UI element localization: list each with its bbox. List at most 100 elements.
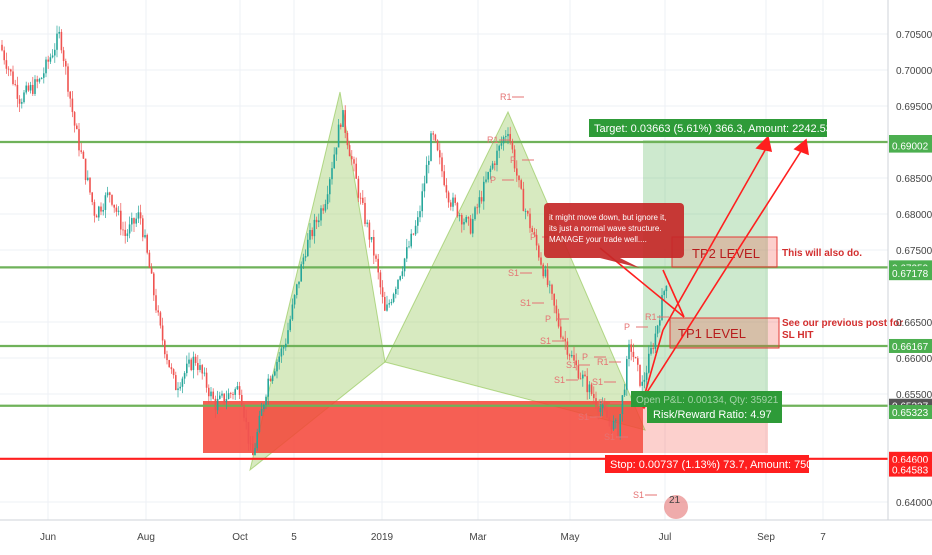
- tp1-label: TP1 LEVEL: [678, 326, 746, 341]
- pivot-label: S1: [554, 375, 565, 385]
- candle-body: [18, 98, 21, 104]
- candle-body: [133, 218, 135, 224]
- candle-body: [368, 222, 371, 240]
- candle-body: [588, 384, 591, 393]
- candle-body: [47, 59, 49, 62]
- candle-body: [637, 358, 639, 365]
- rr-label-group[interactable]: Risk/Reward Ratio: 4.97: [647, 405, 782, 423]
- candle-body: [507, 133, 509, 137]
- candle-body: [51, 55, 54, 58]
- candle-body: [93, 202, 96, 216]
- candle-body: [379, 272, 382, 288]
- candle-body: [78, 129, 80, 151]
- candle-body: [562, 337, 564, 339]
- candle-body: [650, 348, 652, 354]
- tp1-box-group[interactable]: TP1 LEVEL: [669, 317, 780, 349]
- x-tick-label: 2019: [371, 532, 394, 543]
- callout-line-1: it might move down, but ignore it,: [549, 213, 666, 222]
- candle-body: [150, 267, 153, 274]
- candle-body: [520, 180, 522, 189]
- pivot-label: S1: [540, 336, 551, 346]
- tp2-box[interactable]: [671, 236, 778, 268]
- pivot-label: P: [582, 352, 588, 362]
- candle-body: [450, 202, 452, 207]
- candle-body: [38, 78, 41, 82]
- candle-body: [87, 177, 89, 181]
- candle-body: [183, 373, 186, 379]
- candle-body: [216, 398, 219, 411]
- candle-body: [285, 343, 287, 348]
- y-axis[interactable]: 0.70500 0.70000 0.69500 0.68500 0.68000 0.675…: [887, 0, 932, 520]
- rr-label-bg: [647, 405, 782, 423]
- candle-body: [540, 257, 542, 265]
- candle-body: [177, 388, 179, 391]
- candle-body: [225, 399, 228, 403]
- candle-body: [659, 320, 661, 326]
- candle-body: [337, 124, 340, 148]
- candle-body: [302, 257, 305, 265]
- candle-body: [439, 150, 441, 158]
- candle-body: [403, 258, 406, 272]
- candle-body: [241, 395, 243, 406]
- candle-body: [166, 354, 168, 361]
- candle-body: [384, 297, 386, 311]
- candle-body: [307, 239, 309, 257]
- candle-body: [656, 325, 659, 334]
- candle-body: [168, 360, 170, 368]
- pivot-label: S1: [592, 377, 603, 387]
- candle-body: [474, 207, 476, 220]
- candle-body: [476, 207, 478, 209]
- candle-body: [606, 410, 608, 418]
- pivot-label: S1: [508, 268, 519, 278]
- candle-body: [254, 448, 256, 456]
- candle-body: [324, 204, 327, 211]
- candle-body: [619, 414, 621, 437]
- candle-body: [54, 49, 56, 56]
- candle-body: [546, 269, 549, 285]
- candle-body: [291, 304, 294, 320]
- tp1-box[interactable]: [669, 317, 780, 349]
- candle-body: [249, 443, 252, 445]
- candle-body: [274, 371, 276, 376]
- candle-body: [194, 356, 197, 363]
- y-tick-label: 0.69500: [896, 102, 932, 113]
- candle-body: [190, 359, 192, 371]
- candle-body: [192, 356, 195, 371]
- candle-body: [533, 232, 536, 235]
- y-tick-label: 0.67500: [896, 246, 932, 257]
- candle-body: [128, 224, 131, 234]
- candle-body: [522, 188, 525, 212]
- callout-bubble: it might move down, but ignore it, its j…: [544, 203, 684, 268]
- rr-label: Risk/Reward Ratio: 4.97: [653, 409, 772, 421]
- candle-body: [296, 284, 298, 296]
- x-tick-label: 7: [820, 532, 826, 543]
- candle-body: [287, 330, 289, 344]
- target-label-group[interactable]: Target: 0.03663 (5.61%) 366.3, Amount: 2…: [589, 119, 832, 137]
- pivot-label: S1: [578, 412, 589, 422]
- open-pl-group[interactable]: Open P&L: 0.00134, Qty: 35921: [631, 391, 782, 407]
- candle-body: [60, 31, 63, 51]
- candle-body: [230, 393, 232, 395]
- x-axis[interactable]: Jun Aug Oct 5 2019 Mar May Jul Sep 7: [0, 519, 932, 543]
- stop-label-group[interactable]: Stop: 0.00737 (1.13%) 73.7, Amount: 750: [605, 455, 812, 473]
- candle-body: [346, 132, 349, 146]
- candle-body: [117, 210, 120, 212]
- candle-body: [333, 154, 335, 169]
- candle-body: [639, 364, 641, 386]
- watermark-text: 21: [669, 495, 681, 506]
- candle-body: [364, 202, 366, 224]
- candle-body: [276, 361, 278, 372]
- candle-body: [560, 326, 562, 338]
- stop-label: Stop: 0.00737 (1.13%) 73.7, Amount: 750: [610, 459, 812, 471]
- candle-body: [201, 365, 203, 374]
- candle-body: [124, 229, 126, 236]
- candle-body: [351, 156, 353, 160]
- candle-body: [309, 230, 311, 240]
- candle-body: [586, 376, 588, 393]
- candle-body: [590, 384, 593, 394]
- candle-body: [3, 50, 5, 61]
- price-label: 0.66167: [892, 342, 929, 353]
- candle-body: [564, 338, 566, 342]
- tp2-box-group[interactable]: TP2 LEVEL: [671, 236, 778, 268]
